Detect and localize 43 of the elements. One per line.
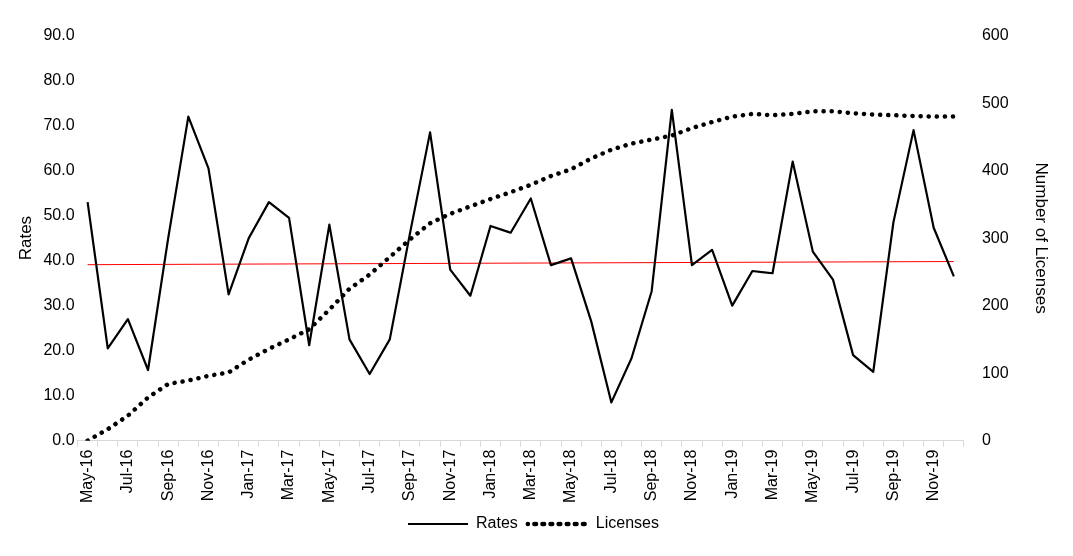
legend-label: Licenses — [595, 514, 659, 532]
x-tick-label: Nov-17 — [440, 449, 458, 502]
y-tick-label: 70.0 — [43, 116, 75, 134]
x-tick-label: Jul-19 — [843, 449, 861, 494]
y-tick-label: 90.0 — [43, 26, 75, 44]
y-tick-label: 40.0 — [43, 251, 75, 269]
x-tick-label: Mar-17 — [279, 449, 297, 501]
x-tick-label: Jul-18 — [601, 449, 619, 494]
y2-tick-label: 600 — [981, 26, 1009, 44]
y2-tick-label: 500 — [981, 93, 1009, 111]
x-tick-label: Mar-19 — [762, 449, 780, 501]
y2-axis-title: Number of Licenses — [1032, 162, 1052, 314]
x-tick-label: Nov-19 — [924, 449, 942, 502]
y-tick-label: 80.0 — [43, 71, 75, 89]
x-tick-label: Mar-18 — [521, 449, 539, 501]
x-tick-label: Sep-17 — [400, 449, 418, 502]
x-tick-label: May-17 — [319, 449, 337, 504]
y-axis-title: Rates — [15, 215, 35, 261]
x-tick-label: May-19 — [803, 449, 821, 504]
x-tick-label: May-16 — [78, 449, 96, 504]
x-tick-label: Nov-18 — [682, 449, 700, 502]
x-tick-label: Jan-18 — [480, 449, 498, 499]
x-tick-label: Sep-16 — [158, 449, 176, 502]
y2-tick-label: 0 — [981, 431, 991, 449]
x-tick-label: May-18 — [561, 449, 579, 504]
x-tick-label: Jan-19 — [722, 449, 740, 499]
y2-tick-label: 100 — [981, 363, 1009, 381]
y-tick-label: 60.0 — [43, 161, 75, 179]
x-tick-label: Jan-17 — [239, 449, 257, 499]
x-tick-label: Sep-19 — [883, 449, 901, 502]
x-tick-label: Nov-16 — [198, 449, 216, 502]
y2-tick-label: 200 — [981, 296, 1009, 314]
y-tick-label: 50.0 — [43, 206, 75, 224]
y-tick-label: 0.0 — [52, 431, 75, 449]
y-tick-label: 20.0 — [43, 341, 75, 359]
x-tick-label: Jul-16 — [118, 449, 136, 494]
y-tick-label: 10.0 — [43, 386, 75, 404]
x-tick-label: Jul-17 — [360, 449, 378, 494]
x-tick-label: Sep-18 — [642, 449, 660, 502]
legend-label: Rates — [476, 514, 518, 532]
y2-tick-label: 400 — [981, 161, 1009, 179]
y2-tick-label: 300 — [981, 228, 1009, 246]
y-tick-label: 30.0 — [43, 296, 75, 314]
